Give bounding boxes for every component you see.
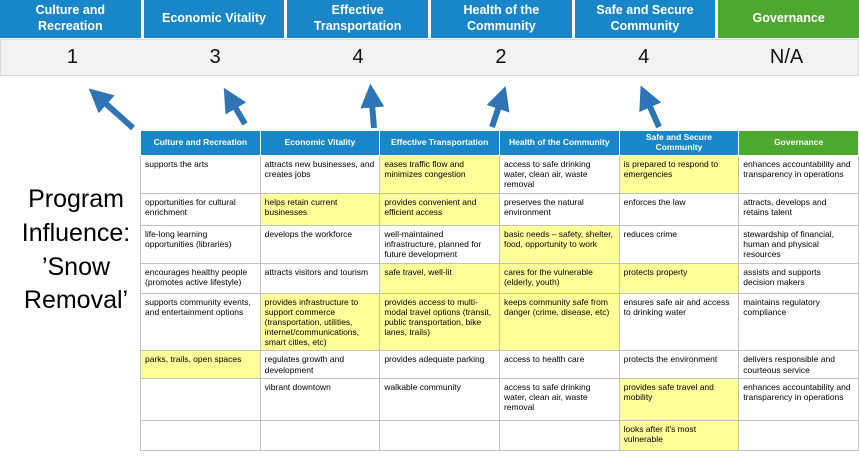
matrix-row: parks, trails, open spaces regulates grow… [140, 350, 859, 379]
matrix-cell: well-maintained infrastructure, planned … [379, 224, 500, 264]
matrix-cell: enhances accountability and transparency… [738, 377, 859, 421]
matrix-row: supports community events, and entertain… [140, 292, 859, 352]
matrix-cell: supports community events, and entertain… [140, 292, 261, 352]
matrix-cell: provides infrastructure to support comme… [259, 292, 381, 352]
matrix-cell: ensures safe air and access to drinking … [618, 292, 740, 352]
matrix-cell [379, 419, 500, 451]
influence-matrix: Culture and Recreation Economic Vitality E… [140, 130, 859, 451]
pillar-header-band: Culture and Recreation Economic Vitality E… [0, 0, 859, 38]
matrix-col-header-governance: Governance [738, 130, 859, 156]
matrix-cell: access to health care [498, 350, 620, 379]
matrix-cell: helps retain current businesses [259, 192, 381, 226]
pillar-header-culture-and-recreation: Culture and Recreation [0, 0, 141, 38]
matrix-cell [738, 419, 859, 451]
pillar-header-effective-transportation: Effective Transportation [287, 0, 428, 38]
pillar-score-health-of-the-community: 2 [495, 46, 507, 68]
pillar-score-culture-and-recreation: 1 [66, 46, 78, 68]
program-influence-label: Program Influence: ’Snow Removal’ [21, 185, 131, 315]
matrix-cell: attracts new businesses, and creates job… [259, 154, 381, 194]
matrix-cell [259, 419, 381, 451]
pillar-score-governance: N/A [769, 46, 804, 68]
matrix-col-header-safe-and-secure-community: Safe and Secure Community [618, 130, 740, 156]
matrix-cell: parks, trails, open spaces [140, 350, 261, 379]
matrix-body: supports the arts attracts new businesses… [140, 154, 859, 451]
matrix-cell: maintains regulatory compliance [738, 292, 859, 352]
matrix-cell: enhances accountability and transparency… [738, 154, 859, 194]
matrix-row: supports the arts attracts new businesses… [140, 154, 859, 194]
pillar-score-safe-and-secure-community: 4 [638, 46, 650, 68]
matrix-cell: encourages healthy people (promotes acti… [140, 262, 261, 294]
matrix-cell: preserves the natural environment [498, 192, 620, 226]
matrix-cell: vibrant downtown [259, 377, 381, 421]
matrix-cell: looks after it's most vulnerable [618, 419, 740, 451]
matrix-cell: stewardship of financial, human and phys… [738, 224, 859, 264]
matrix-row: encourages healthy people (promotes acti… [140, 262, 859, 294]
matrix-cell: provides access to multi-modal travel op… [379, 292, 500, 352]
matrix-cell: reduces crime [618, 224, 740, 264]
matrix-row: looks after it's most vulnerable [140, 419, 859, 451]
matrix-cell: attracts, develops and retains talent [738, 192, 859, 226]
pillar-header-governance: Governance [718, 0, 859, 38]
matrix-cell: safe travel, well-lit [379, 262, 500, 294]
matrix-cell: cares for the vulnerable (elderly, youth… [498, 262, 620, 294]
pillar-score-economic-vitality: 3 [209, 46, 221, 68]
matrix-cell: basic needs – safety, shelter, food, opp… [498, 224, 620, 264]
score-band: 1 3 4 2 4 N/A [0, 39, 859, 76]
matrix-cell: opportunities for cultural enrichment [140, 192, 261, 226]
matrix-col-header-culture-and-recreation: Culture and Recreation [140, 130, 261, 156]
arrow-icon [639, 85, 662, 129]
matrix-cell: walkable community [379, 377, 500, 421]
matrix-cell: delivers responsible and courteous servi… [738, 350, 859, 379]
arrow-icon [88, 88, 136, 131]
matrix-cell [140, 377, 261, 421]
matrix-cell: attracts visitors and tourism [259, 262, 381, 294]
matrix-cell: develops the workforce [259, 224, 381, 264]
matrix-cell: enforces the law [618, 192, 740, 226]
matrix-col-header-economic-vitality: Economic Vitality [259, 130, 381, 156]
matrix-cell: access to safe drinking water, clean air… [498, 154, 620, 194]
matrix-col-header-effective-transportation: Effective Transportation [379, 130, 500, 156]
matrix-row: vibrant downtown walkable community access… [140, 377, 859, 421]
matrix-cell: eases traffic flow and minimizes congest… [379, 154, 500, 194]
arrow-icon [486, 86, 510, 128]
matrix-row: life-long learning opportunities (librar… [140, 224, 859, 264]
matrix-cell: provides safe travel and mobility [618, 377, 740, 421]
pillar-header-health-of-the-community: Health of the Community [431, 0, 572, 38]
matrix-cell: supports the arts [140, 154, 261, 194]
arrow-icon [223, 87, 248, 126]
matrix-header-row: Culture and Recreation Economic Vitality E… [140, 130, 859, 156]
matrix-cell: access to safe drinking water, clean air… [498, 377, 620, 421]
matrix-cell: assists and supports decision makers [738, 262, 859, 294]
matrix-cell: provides adequate parking [379, 350, 500, 379]
pillar-header-economic-vitality: Economic Vitality [143, 0, 285, 38]
pillar-score-effective-transportation: 4 [352, 46, 364, 68]
matrix-cell: regulates growth and development [259, 350, 381, 379]
matrix-cell [140, 419, 261, 451]
matrix-cell: protects the environment [618, 350, 740, 379]
matrix-cell: keeps community safe from danger (crime,… [498, 292, 620, 352]
pillar-header-safe-and-secure-community: Safe and Secure Community [574, 0, 716, 38]
matrix-cell: provides convenient and efficient access [379, 192, 500, 226]
matrix-cell: life-long learning opportunities (librar… [140, 224, 261, 264]
matrix-cell: is prepared to respond to emergencies [618, 154, 740, 194]
matrix-row: opportunities for cultural enrichment hel… [140, 192, 859, 226]
matrix-col-header-health-of-the-community: Health of the Community [498, 130, 620, 156]
matrix-cell [498, 419, 620, 451]
matrix-cell: protects property [618, 262, 740, 294]
arrow-icon [360, 83, 385, 129]
